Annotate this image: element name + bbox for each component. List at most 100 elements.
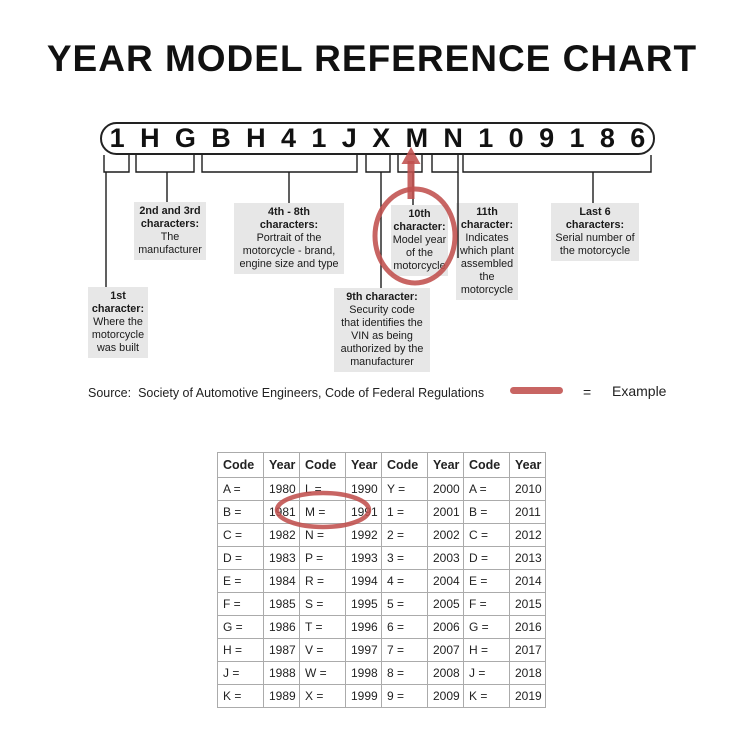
table-cell: E =: [463, 569, 510, 593]
vin-character: 0: [508, 123, 524, 153]
table-cell: B =: [217, 500, 264, 524]
table-cell: 2 =: [381, 523, 428, 547]
table-cell: 1988: [263, 661, 300, 685]
callout-2nd-3rd-characters: 2nd and 3rd characters: The manufacturer: [134, 202, 206, 260]
table-cell: 2017: [509, 638, 546, 662]
year-code-table: Code Year Code Year Code Year Code Year A = 1980 L…: [217, 452, 546, 708]
table-cell: 2005: [427, 592, 464, 616]
table-cell: M =: [299, 500, 346, 524]
table-cell: 1981: [263, 500, 300, 524]
table-cell: 1987: [263, 638, 300, 662]
table-cell: D =: [217, 546, 264, 570]
callout-body: The manufacturer: [138, 231, 202, 256]
table-cell: 4 =: [381, 569, 428, 593]
table-cell: 2010: [509, 477, 546, 501]
table-header-cell: Code: [463, 452, 510, 478]
table-header-cell: Year: [263, 452, 300, 478]
table-cell: 1980: [263, 477, 300, 501]
table-cell: 1982: [263, 523, 300, 547]
table-cell: F =: [217, 592, 264, 616]
table-cell: 1986: [263, 615, 300, 639]
table-cell: Y =: [381, 477, 428, 501]
vin-character: M: [405, 123, 429, 153]
table-cell: A =: [217, 477, 264, 501]
table-cell: 1 =: [381, 500, 428, 524]
vin-character: 1: [569, 123, 585, 153]
table-row: J = 1988 W = 1998 8 = 2008 J = 2018: [217, 661, 546, 685]
vin-character: 1: [478, 123, 494, 153]
vin-character: H: [246, 123, 266, 153]
table-cell: 2002: [427, 523, 464, 547]
bracket-2nd-3rd: [135, 155, 195, 173]
table-cell: 1995: [345, 592, 382, 616]
table-cell: K =: [217, 684, 264, 708]
callout-last-6-characters: Last 6 characters: Serial number of the …: [551, 203, 639, 261]
table-cell: 2016: [509, 615, 546, 639]
table-cell: R =: [299, 569, 346, 593]
table-cell: W =: [299, 661, 346, 685]
table-cell: G =: [217, 615, 264, 639]
bracket-10th: [397, 155, 423, 173]
table-cell: 1990: [345, 477, 382, 501]
table-cell: 2008: [427, 661, 464, 685]
table-cell: S =: [299, 592, 346, 616]
bracket-last-6: [462, 155, 652, 173]
table-cell: 1993: [345, 546, 382, 570]
table-row: G = 1986 T = 1996 6 = 2006 G = 2016: [217, 615, 546, 639]
table-cell: 5 =: [381, 592, 428, 616]
table-header-cell: Year: [345, 452, 382, 478]
table-cell: 2009: [427, 684, 464, 708]
table-cell: G =: [463, 615, 510, 639]
table-cell: 1999: [345, 684, 382, 708]
vin-character: B: [211, 123, 231, 153]
callout-1st-character: 1st character: Where the motorcycle was …: [88, 287, 148, 358]
table-row: C = 1982 N = 1992 2 = 2002 C = 2012: [217, 523, 546, 547]
callout-heading: 2nd and 3rd characters:: [139, 205, 201, 230]
table-cell: 1985: [263, 592, 300, 616]
page-title: YEAR MODEL REFERENCE CHART: [46, 38, 698, 79]
table-cell: 1983: [263, 546, 300, 570]
table-cell: 6 =: [381, 615, 428, 639]
table-cell: J =: [463, 661, 510, 685]
bracket-11th: [431, 155, 459, 173]
source-line: Source: Society of Automotive Engineers, …: [88, 386, 484, 400]
callout-body: Where the motorcycle was built: [91, 316, 145, 354]
vin-character: N: [443, 123, 463, 153]
table-cell: 1996: [345, 615, 382, 639]
callout-body: Serial number of the motorcycle: [555, 232, 635, 257]
source-text: Society of Automotive Engineers, Code of…: [138, 386, 485, 400]
table-cell: 2006: [427, 615, 464, 639]
vin-character: 4: [281, 123, 297, 153]
callout-4th-8th-characters: 4th - 8th characters: Portrait of the mo…: [234, 203, 344, 274]
vin-character: 8: [599, 123, 615, 153]
vin-character: 9: [539, 123, 555, 153]
bracket-9th: [365, 155, 391, 173]
table-cell: 9 =: [381, 684, 428, 708]
table-row: B = 1981 M = 1991 1 = 2001 B = 2011: [217, 500, 546, 524]
table-row: E = 1984 R = 1994 4 = 2004 E = 2014: [217, 569, 546, 593]
table-cell: 1984: [263, 569, 300, 593]
table-cell: 2000: [427, 477, 464, 501]
table-cell: 2012: [509, 523, 546, 547]
table-cell: 2004: [427, 569, 464, 593]
callout-body: Security code that identifies the VIN as…: [340, 304, 424, 368]
vin-character: X: [372, 123, 391, 153]
table-cell: L =: [299, 477, 346, 501]
callout-11th-character: 11th character: Indicates which plant as…: [456, 203, 518, 300]
table-row: A = 1980 L = 1990 Y = 2000 A = 2010: [217, 477, 546, 501]
table-cell: 1998: [345, 661, 382, 685]
table-row: K = 1989 X = 1999 9 = 2009 K = 2019: [217, 684, 546, 708]
table-cell: 2018: [509, 661, 546, 685]
table-cell: 2011: [509, 500, 546, 524]
table-header-cell: Code: [299, 452, 346, 478]
table-cell: J =: [217, 661, 264, 685]
table-cell: A =: [463, 477, 510, 501]
table-cell: 1989: [263, 684, 300, 708]
callout-9th-character: 9th character: Security code that identi…: [334, 288, 430, 372]
table-header-cell: Code: [217, 452, 264, 478]
table-header-cell: Year: [427, 452, 464, 478]
table-cell: H =: [463, 638, 510, 662]
table-cell: 7 =: [381, 638, 428, 662]
callout-10th-character: 10th character: Model year of the motorc…: [391, 205, 448, 276]
